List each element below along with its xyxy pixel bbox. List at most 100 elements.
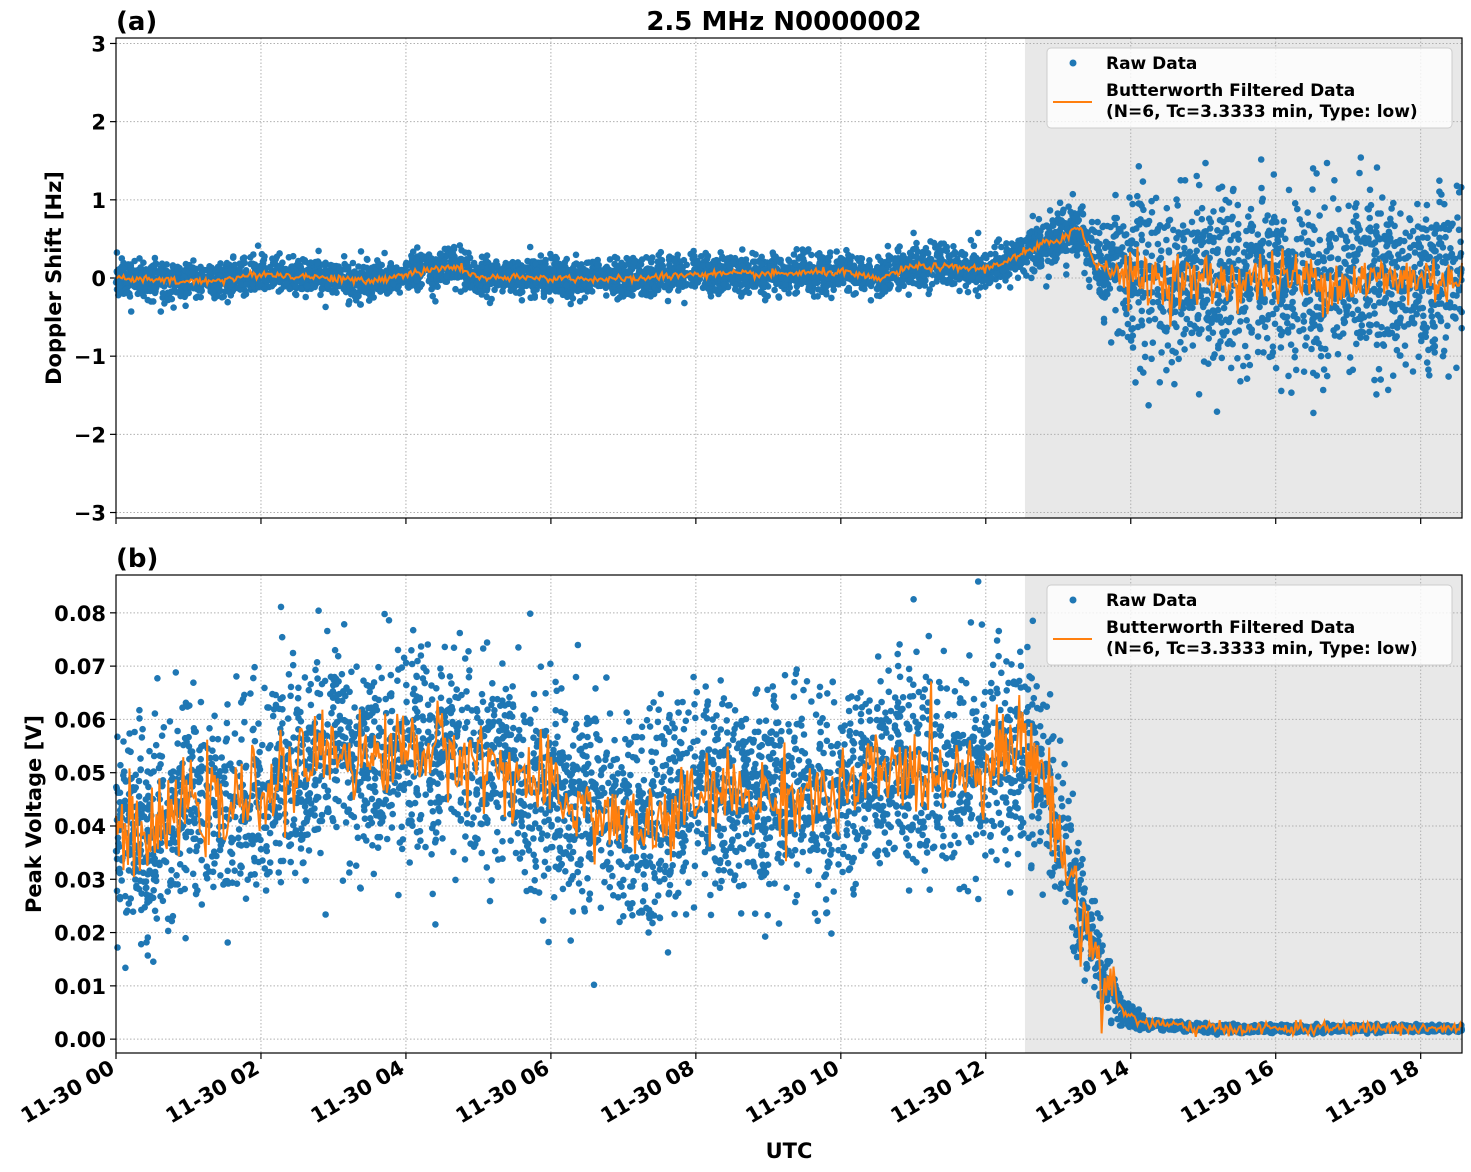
raw-point bbox=[675, 264, 683, 272]
raw-point bbox=[675, 287, 682, 294]
raw-point bbox=[1149, 339, 1157, 347]
raw-point bbox=[1447, 245, 1454, 252]
raw-point bbox=[1145, 217, 1153, 225]
raw-point bbox=[1129, 200, 1136, 208]
raw-point bbox=[1171, 380, 1178, 388]
raw-point bbox=[1304, 209, 1311, 216]
raw-point bbox=[1373, 341, 1381, 349]
raw-point bbox=[1123, 310, 1130, 318]
raw-point bbox=[531, 294, 538, 301]
raw-point bbox=[1259, 237, 1267, 245]
raw-point bbox=[1414, 200, 1421, 208]
raw-point bbox=[1171, 242, 1179, 249]
raw-point bbox=[247, 253, 254, 261]
raw-point bbox=[1454, 214, 1461, 221]
raw-point bbox=[1449, 220, 1456, 228]
raw-point bbox=[1200, 287, 1207, 294]
raw-point bbox=[414, 287, 421, 294]
raw-point bbox=[1252, 242, 1260, 250]
y-tick-label: −1 bbox=[74, 345, 106, 369]
raw-point bbox=[1092, 274, 1100, 281]
raw-point bbox=[1283, 313, 1291, 321]
raw-point bbox=[1109, 240, 1116, 248]
raw-point bbox=[950, 243, 957, 250]
raw-point bbox=[1099, 223, 1106, 231]
raw-point bbox=[1145, 241, 1152, 248]
raw-point bbox=[1415, 243, 1422, 251]
raw-point bbox=[1390, 199, 1397, 207]
raw-point bbox=[1272, 364, 1280, 372]
raw-point bbox=[1356, 245, 1363, 253]
raw-point bbox=[1389, 372, 1397, 380]
raw-point bbox=[1148, 209, 1156, 216]
raw-point bbox=[790, 251, 798, 258]
raw-point bbox=[1181, 346, 1188, 353]
raw-point bbox=[301, 257, 309, 264]
raw-point bbox=[1046, 207, 1054, 214]
raw-point bbox=[1285, 186, 1293, 194]
raw-point bbox=[276, 250, 283, 257]
raw-point bbox=[850, 291, 857, 298]
raw-point bbox=[1383, 242, 1390, 250]
raw-point bbox=[646, 255, 654, 263]
raw-point bbox=[1307, 325, 1315, 332]
raw-point bbox=[1285, 372, 1292, 380]
raw-point bbox=[1160, 308, 1167, 315]
raw-point bbox=[414, 244, 421, 251]
raw-point bbox=[929, 271, 936, 279]
raw-point bbox=[198, 270, 205, 278]
raw-point bbox=[1217, 338, 1224, 345]
raw-point bbox=[1314, 259, 1321, 266]
raw-point bbox=[1449, 291, 1457, 299]
y-tick-label: 0 bbox=[91, 267, 106, 291]
raw-point bbox=[1129, 344, 1137, 351]
raw-point bbox=[1216, 297, 1223, 305]
raw-point bbox=[1320, 366, 1328, 373]
raw-point bbox=[1458, 184, 1465, 191]
raw-point bbox=[987, 250, 994, 258]
raw-point bbox=[1373, 223, 1380, 230]
raw-point bbox=[739, 246, 746, 253]
raw-point bbox=[116, 282, 124, 290]
raw-point bbox=[333, 289, 340, 297]
raw-point bbox=[572, 251, 580, 259]
raw-point bbox=[478, 291, 486, 298]
raw-point bbox=[1419, 255, 1426, 262]
raw-point bbox=[581, 294, 589, 302]
raw-point bbox=[1317, 352, 1325, 360]
raw-point bbox=[1376, 299, 1383, 306]
raw-point bbox=[1069, 190, 1077, 198]
raw-point bbox=[1156, 256, 1163, 264]
raw-point bbox=[186, 261, 193, 269]
raw-point bbox=[1075, 243, 1083, 251]
raw-point bbox=[1370, 285, 1378, 293]
raw-point bbox=[1402, 229, 1409, 237]
raw-point bbox=[799, 275, 807, 283]
raw-point bbox=[405, 284, 412, 291]
raw-point bbox=[1311, 226, 1318, 234]
raw-point bbox=[1095, 252, 1102, 260]
raw-point bbox=[1390, 304, 1398, 311]
raw-point bbox=[127, 261, 134, 268]
raw-point bbox=[1240, 362, 1247, 370]
raw-point bbox=[120, 259, 127, 267]
raw-point bbox=[547, 297, 554, 304]
raw-point bbox=[230, 253, 237, 260]
raw-point bbox=[1268, 352, 1276, 360]
raw-point bbox=[1379, 341, 1387, 348]
raw-point bbox=[782, 281, 789, 288]
raw-point bbox=[170, 304, 177, 311]
raw-point bbox=[1200, 297, 1207, 305]
raw-point bbox=[1444, 322, 1451, 330]
raw-point bbox=[1309, 316, 1316, 323]
raw-point bbox=[190, 284, 197, 292]
raw-point bbox=[569, 295, 577, 302]
raw-point bbox=[738, 256, 745, 264]
raw-point bbox=[1100, 315, 1108, 323]
raw-point bbox=[712, 287, 719, 294]
raw-point bbox=[1218, 354, 1226, 362]
raw-point bbox=[1133, 225, 1140, 232]
raw-point bbox=[1427, 307, 1435, 315]
raw-point bbox=[1364, 205, 1371, 212]
raw-point bbox=[1436, 188, 1443, 195]
